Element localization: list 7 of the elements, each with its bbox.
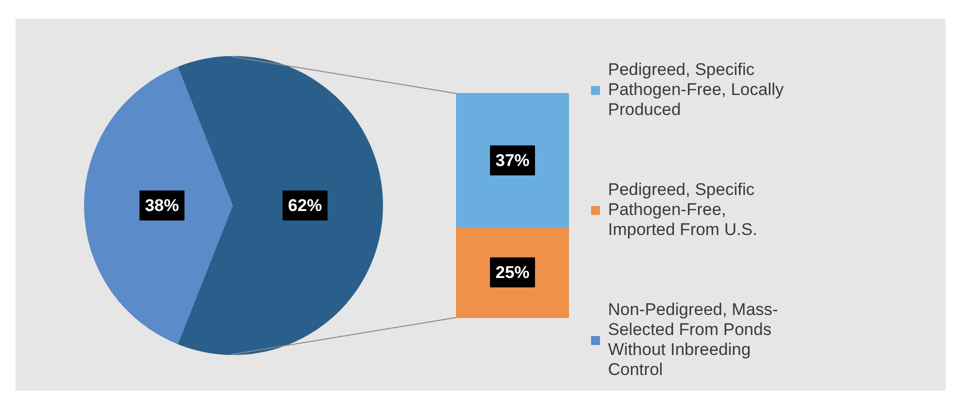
legend-label: Pedigreed, Specific Pathogen-Free, Locally Produced [608, 60, 784, 120]
data-label: 38% [144, 196, 179, 215]
legend-label: Non-Pedigreed, Mass-Selected From Ponds Without Inbreeding Control [608, 300, 778, 380]
data-label: 37% [495, 150, 530, 170]
legend-label: Pedigreed, Specific Pathogen-Free, Imported From U.S. [608, 180, 758, 240]
data-label: 62% [288, 196, 322, 215]
data-label: 25% [495, 262, 530, 282]
